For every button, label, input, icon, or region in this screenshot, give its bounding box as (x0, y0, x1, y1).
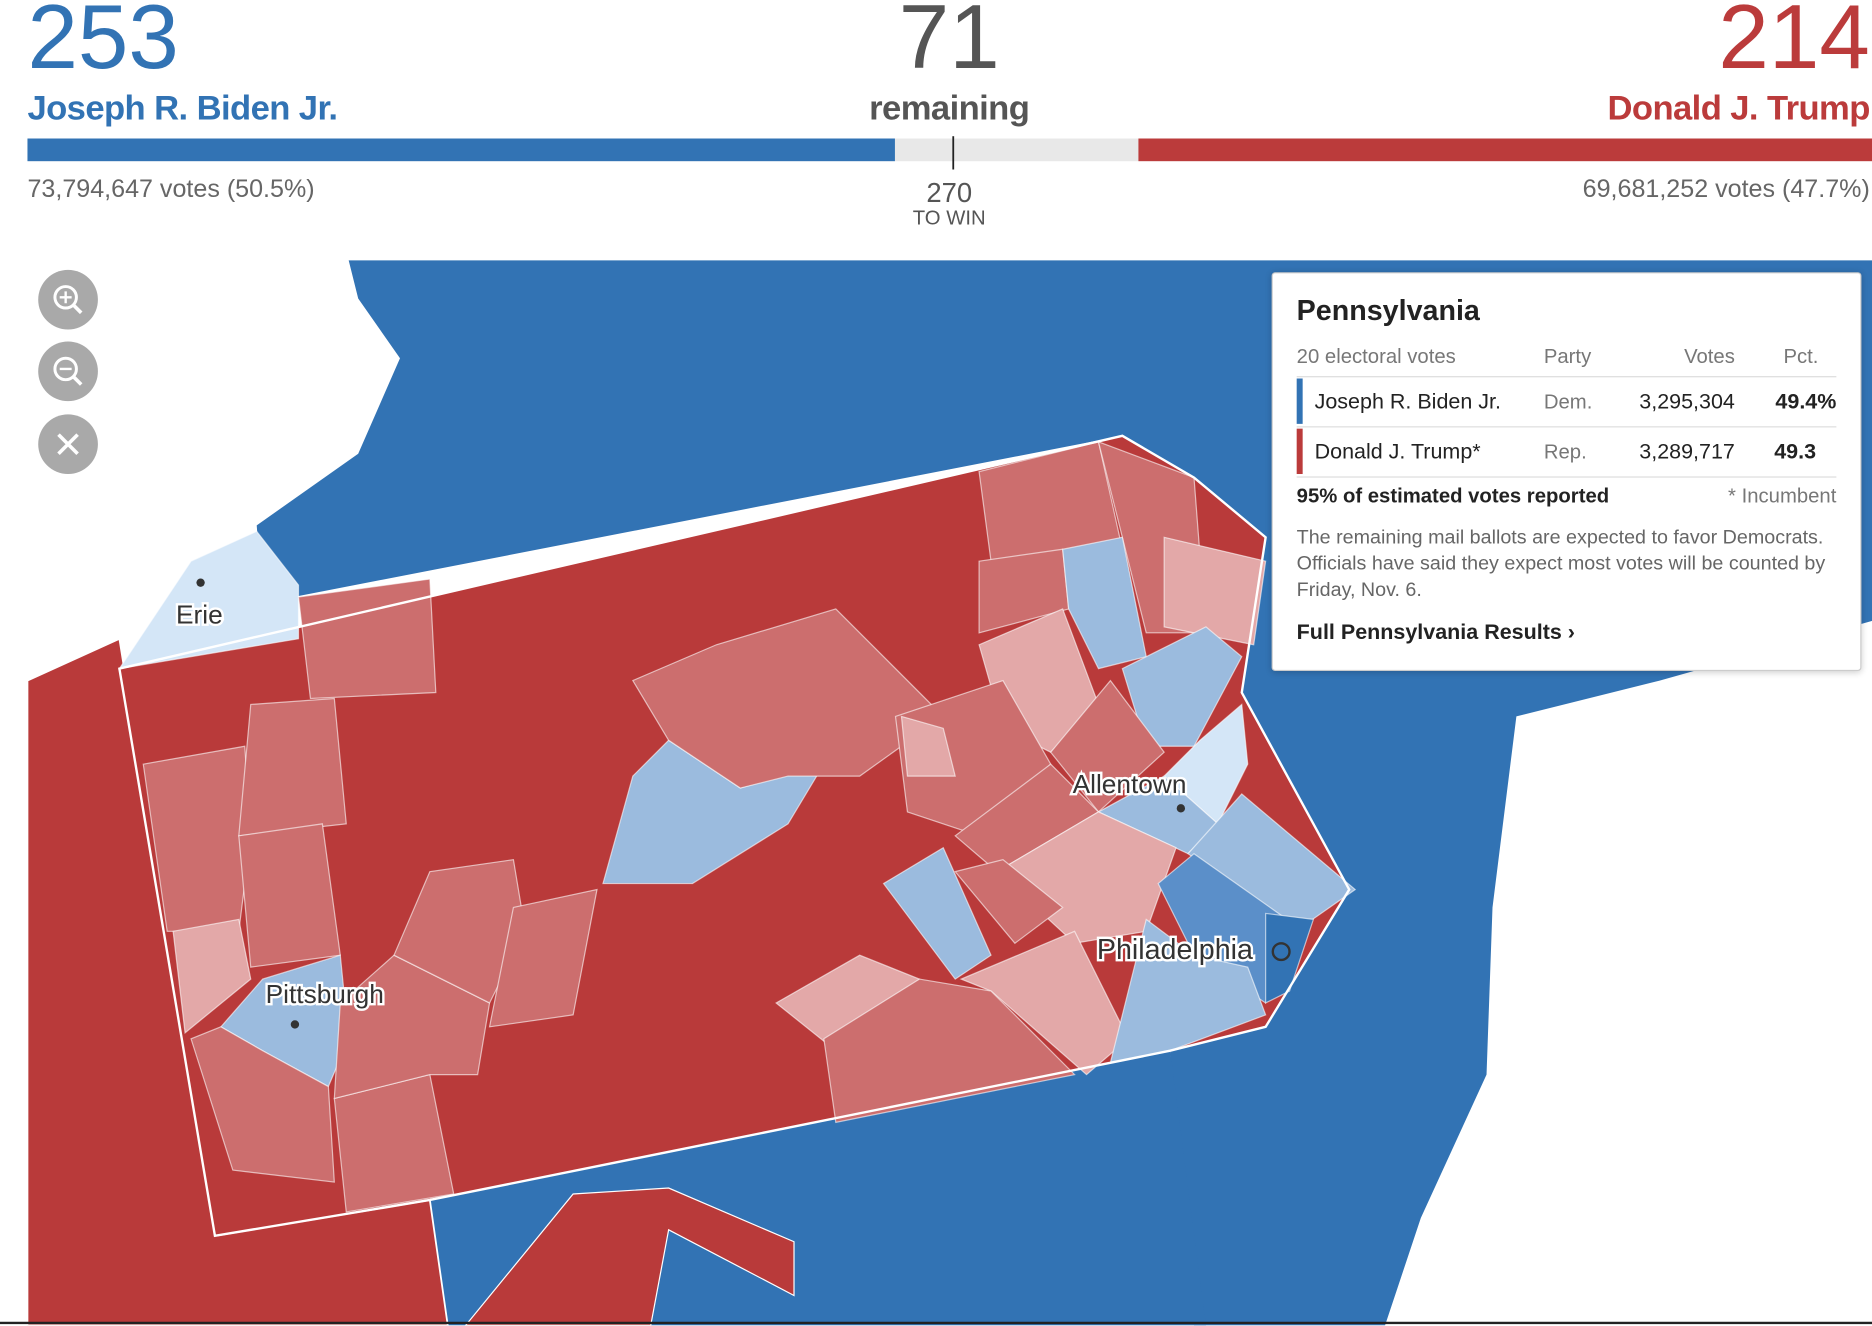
trump-popular-vote: 69,681,252 votes (47.7%) (1582, 175, 1870, 203)
column-header: Votes (1684, 345, 1735, 368)
party-swatch (1296, 378, 1303, 424)
pct: 49.4% (1775, 389, 1837, 414)
row-divider (1296, 426, 1837, 428)
city-label: Philadelphia (1097, 934, 1253, 966)
candidate-name: Joseph R. Biden Jr. (1314, 389, 1501, 414)
trump-bar (1138, 138, 1872, 162)
candidate-name: Donald J. Trump* (1314, 439, 1481, 464)
threshold-label: TO WIN (912, 206, 986, 230)
west-virginia (464, 1187, 795, 1326)
popup-title: Pennsylvania (1296, 294, 1480, 328)
zoom-out-icon (53, 356, 83, 386)
row-divider (1296, 376, 1837, 378)
full-results-link[interactable]: Full Pennsylvania Results › (1296, 619, 1575, 644)
city-dot (196, 578, 205, 587)
pct: 49.3 (1774, 439, 1817, 464)
trump-electoral-votes: 214 (1718, 0, 1870, 89)
remaining-label: remaining (869, 89, 1030, 128)
electoral-bar (27, 136, 1872, 170)
trump-name: Donald J. Trump (1607, 89, 1870, 128)
biden-name: Joseph R. Biden Jr. (27, 89, 338, 128)
biden-popular-vote: 73,794,647 votes (50.5%) (27, 175, 315, 203)
remaining-votes: 71 (898, 0, 1000, 89)
biden-bar (27, 138, 895, 162)
party-swatch (1296, 428, 1303, 475)
zoom-in-button[interactable] (38, 269, 98, 330)
remaining-bar (894, 138, 1139, 162)
column-header: 20 electoral votes (1296, 345, 1456, 368)
close-button[interactable] (38, 414, 98, 475)
close-icon (57, 433, 79, 455)
column-header: Pct. (1783, 345, 1819, 368)
zoom-out-button[interactable] (38, 341, 98, 402)
row-divider (1296, 476, 1837, 478)
threshold: 270 (926, 176, 973, 208)
incumbent-note: * Incumbent (1728, 484, 1837, 508)
pennsylvania-counties (118, 435, 1357, 1237)
pennsylvania-outline (118, 434, 1351, 1238)
city-dot (1176, 804, 1186, 813)
description: The remaining mail ballots are expected … (1296, 526, 1826, 601)
city-labels: Erie Pittsburgh Allentown Philadelphia (174, 597, 1256, 1011)
city-label: Allentown (1073, 769, 1187, 799)
city-label: Erie (176, 599, 223, 629)
city-label: Pittsburgh (266, 979, 384, 1009)
biden-electoral-votes: 253 (27, 0, 179, 89)
reporting: 95% of estimated votes reported (1296, 484, 1610, 508)
votes: 3,289,717 (1639, 439, 1735, 464)
state-popup: Pennsylvania 20 electoral votes Party Vo… (1271, 272, 1862, 672)
party: Rep. (1543, 440, 1587, 464)
zoom-in-icon (53, 285, 83, 315)
votes: 3,295,304 (1639, 389, 1735, 414)
city-dot (1271, 942, 1291, 962)
column-header: Party (1543, 345, 1592, 368)
party: Dem. (1543, 390, 1593, 414)
city-dot (290, 1020, 300, 1029)
